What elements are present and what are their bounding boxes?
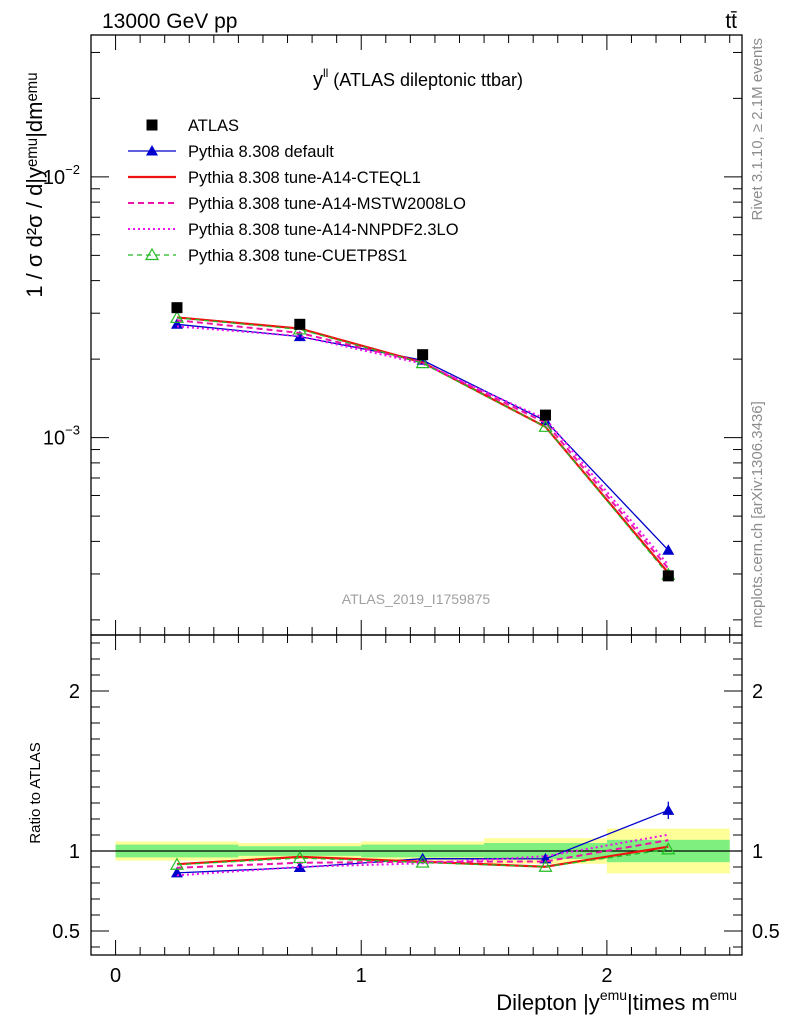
legend-label-cuetp: Pythia 8.308 tune-CUETP8S1: [188, 247, 407, 265]
y-tick-label: 10−3: [43, 423, 80, 450]
header-energy-label: 13000 GeV pp: [102, 10, 237, 33]
x-tick-label: 2: [601, 965, 612, 987]
x-axis-label: Dilepton |yemu|times memu: [496, 987, 737, 1015]
ratio-y-tick-label: 1: [69, 841, 80, 863]
watermark: ATLAS_2019_I1759875: [342, 591, 491, 607]
plot-title-sup: ll: [323, 66, 328, 80]
y-tick-label-exponent: −3: [65, 423, 80, 438]
point-default: [293, 330, 306, 342]
legend-label-nnpdf: Pythia 8.308 tune-A14-NNPDF2.3LO: [188, 221, 459, 239]
x-axis-label-sup2: emu: [710, 987, 737, 1003]
point-atlas: [539, 409, 551, 421]
y-tick-label: 10−2: [43, 162, 80, 189]
ratio-y-tick-label: 2: [69, 681, 80, 703]
ratio-line-nnpdf: [176, 833, 669, 877]
ratio-point-cuetp: [415, 855, 430, 868]
ratio-y-axis-label: Ratio to ATLAS: [27, 742, 44, 843]
ratio-point-cuetp: [538, 859, 553, 872]
ratio-point-default: [293, 861, 306, 872]
mcplots-label: mcplots.cern.ch [arXiv:1306.3436]: [749, 401, 766, 628]
x-axis-label-pre: Dilepton |y: [496, 990, 600, 1015]
ratio-point-cuetp: [661, 842, 676, 855]
ratio-frame: [90, 634, 743, 956]
rivet-version-label: Rivet 3.1.10, ≥ 2.1M events: [749, 38, 766, 221]
ratio-y-tick-label-right: 1: [752, 841, 763, 863]
legend-marker-default: [146, 145, 158, 156]
point-atlas: [171, 302, 183, 314]
y-tick-label-exponent: −2: [65, 162, 80, 177]
legend-label-mstw: Pythia 8.308 tune-A14-MSTW2008LO: [188, 195, 466, 213]
x-axis-label-sup1: emu: [600, 987, 627, 1003]
series-line-cuetp: [176, 317, 669, 576]
series-line-mstw: [176, 319, 670, 570]
x-tick-label: 1: [356, 965, 367, 987]
legend-marker-cuetp: [144, 247, 160, 261]
point-atlas: [294, 318, 306, 330]
plot-title: yll (ATLAS dileptonic ttbar): [313, 66, 523, 91]
x-axis-label-mid: |times m: [627, 990, 710, 1015]
plot-title-rest: (ATLAS dileptonic ttbar): [328, 70, 523, 90]
ratio-y-tick-label-right: 2: [752, 681, 763, 703]
ratio-y-tick-label: 0.5: [52, 921, 80, 943]
y-tick-label-base: 10: [43, 428, 65, 450]
legend: ATLAS Pythia 8.308 default Pythia 8.308 tu…: [128, 117, 466, 265]
main-y-axis-label: 1 / σ d²σ / d|yᵉᵐᵘ|dmᵉᵐᵘ: [22, 72, 47, 297]
ratio-point-default: [662, 804, 675, 815]
point-cuetp: [169, 310, 185, 323]
point-default: [662, 544, 675, 555]
plot-title-main: y: [313, 69, 323, 91]
point-atlas: [417, 349, 429, 361]
ratio-panel: 0 1 2 0.5 0.5 1 1 2 2: [52, 634, 780, 987]
legend-label-cteql1: Pythia 8.308 tune-A14-CTEQL1: [188, 169, 421, 187]
legend-label-default: Pythia 8.308 default: [188, 143, 334, 161]
ratio-line-mstw: [176, 839, 669, 869]
y-tick-label-base: 10: [43, 167, 65, 189]
ratio-point-cuetp: [169, 857, 185, 870]
point-cuetp: [415, 355, 430, 369]
point-cuetp: [538, 419, 553, 432]
point-atlas: [662, 570, 674, 582]
header-process-label: tt̄: [725, 10, 737, 33]
ratio-y-tick-label-right: 0.5: [752, 921, 780, 943]
ratio-point-default: [170, 866, 183, 878]
ratio-point-cuetp: [292, 850, 307, 864]
legend-marker-atlas: [146, 119, 158, 131]
point-default: [170, 318, 183, 329]
x-tick-label: 0: [110, 965, 121, 987]
legend-label-atlas: ATLAS: [188, 117, 239, 135]
ratio-line-cuetp: [176, 848, 669, 868]
